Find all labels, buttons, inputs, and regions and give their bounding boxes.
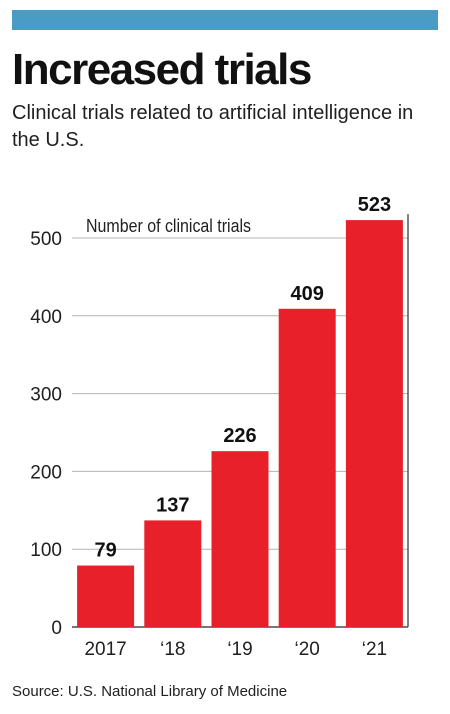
x-tick-label: 2017 — [84, 639, 126, 660]
x-tick-labels: 2017 ‘18 ‘19 ‘20 ‘21 — [84, 639, 387, 660]
bar-chart: 79 137 226 409 523 0 100 200 300 400 500 2017 ‘18 ‘… — [30, 194, 409, 660]
y-tick-label: 400 — [30, 307, 62, 328]
bar — [144, 520, 202, 627]
y-axis-label: Number of clinical trials — [86, 216, 251, 236]
chart-subtitle: Clinical trials related to artificial in… — [12, 102, 414, 151]
data-label: 137 — [156, 494, 189, 516]
y-tick-labels: 0 100 200 300 400 500 — [30, 229, 62, 639]
chart-title: Increased trials — [12, 45, 312, 94]
y-tick-label: 500 — [30, 229, 62, 250]
x-tick-label: ‘18 — [160, 639, 185, 660]
x-tick-label: ‘21 — [362, 639, 387, 660]
source-note: Source: U.S. National Library of Medicin… — [12, 683, 288, 700]
y-tick-label: 100 — [30, 540, 62, 561]
data-label: 79 — [94, 540, 116, 562]
x-tick-label: ‘20 — [295, 639, 320, 660]
x-tick-label: ‘19 — [227, 639, 252, 660]
data-label: 226 — [223, 425, 256, 447]
y-tick-label: 200 — [30, 462, 62, 483]
header-accent-bar — [12, 10, 438, 30]
data-labels: 79 137 226 409 523 — [94, 194, 391, 561]
data-label: 409 — [291, 283, 324, 305]
bar — [211, 451, 269, 627]
data-label: 523 — [358, 194, 391, 216]
bar — [345, 220, 403, 627]
y-tick-label: 0 — [51, 618, 62, 639]
bars — [77, 220, 403, 627]
bar — [77, 565, 135, 627]
bar — [278, 308, 336, 627]
y-tick-label: 300 — [30, 385, 62, 406]
